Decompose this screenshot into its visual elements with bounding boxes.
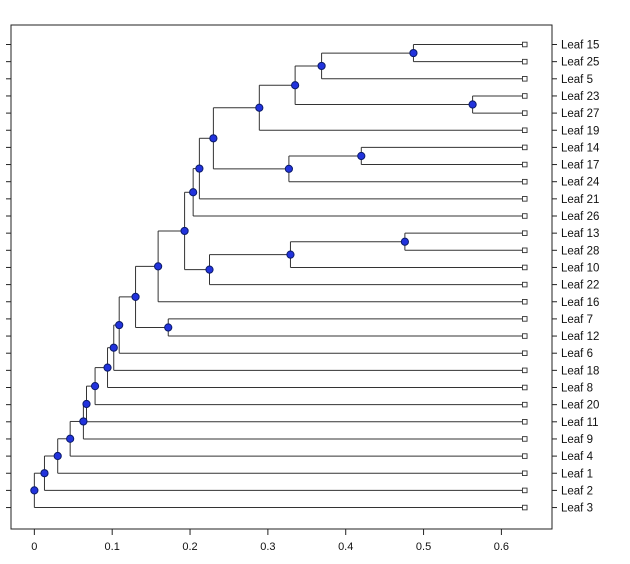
leaf-marker [522,384,528,391]
merge-node [317,61,326,71]
leaf-label: Leaf 21 [561,194,599,206]
left-axis-ticks [6,44,11,509]
leaf-marker [522,41,528,48]
leaf-marker [522,161,528,168]
leaf-marker [522,213,528,219]
leaf-label: Leaf 25 [561,57,599,69]
leaf-marker [522,93,528,99]
leaf-marker [522,436,528,442]
leaf-label: Leaf 16 [561,297,599,309]
merge-node [115,320,124,330]
leaf-marker [522,367,528,374]
x-tick-label: 0.1 [105,541,120,553]
leaf-label: Leaf 24 [561,177,600,189]
x-axis: 0 0.1 0.2 0.3 0.4 0.5 0.6 [31,529,509,553]
leaf-label: Leaf 19 [561,125,599,137]
leaf-marker [522,230,528,236]
leaf-marker [522,470,528,477]
merge-nodes [30,48,477,495]
merge-node [189,188,198,197]
x-tick-label: 0.4 [338,541,353,553]
leaf-label: Leaf 10 [561,262,599,274]
leaf-label: Leaf 26 [561,211,599,223]
merge-node [291,81,300,90]
leaf-label: Leaf 20 [561,400,599,412]
leaf-label: Leaf 22 [561,280,599,292]
leaf-marker [522,127,528,133]
merge-node [164,323,173,332]
merge-node [180,226,189,236]
merge-node [468,100,477,109]
leaf-label: Leaf 12 [561,331,599,343]
leaf-marker [522,281,528,288]
leaf-marker [522,487,528,494]
merge-node [79,417,88,426]
leaf-label: Leaf 7 [561,314,593,326]
leaf-marker [522,178,528,185]
leaf-label: Leaf 15 [561,40,599,52]
leaf-label: Leaf 27 [561,108,599,120]
leaf-label: Leaf 5 [561,74,593,86]
leaf-marker [522,350,528,356]
leaf-label: Leaf 23 [561,91,599,103]
leaf-label: Leaf 6 [561,348,593,360]
leaf-marker [522,401,528,408]
merge-node [400,237,409,246]
leaf-label: Leaf 1 [561,468,593,480]
leaf-label: Leaf 28 [561,245,599,257]
leaf-marker [522,299,528,305]
leaf-marker [522,333,528,339]
leaf-label: Leaf 4 [561,451,594,463]
merge-node [357,151,366,161]
branches [33,44,525,509]
leaf-marker [522,264,528,271]
leaf-marker [522,110,528,116]
merge-node [409,48,418,58]
merge-node [82,399,91,409]
x-tick-label: 0.5 [416,541,431,553]
merge-node [109,343,118,352]
leaf-marker [522,196,528,202]
merge-node [90,382,100,391]
leaf-markers [522,41,528,511]
x-tick-label: 0.6 [494,541,509,553]
merge-node [205,265,214,274]
leaf-label: Leaf 3 [561,503,593,515]
leaf-labels: Leaf 15 Leaf 25 Leaf 5 Leaf 23 Leaf 27 Leaf 1… [552,40,600,515]
leaf-marker [522,76,528,82]
merge-node [209,134,218,143]
merge-node [195,164,204,173]
merge-node [30,486,39,495]
merge-node [255,103,264,112]
leaf-marker [522,453,528,459]
merge-node [40,469,49,478]
leaf-marker [522,58,528,65]
merge-node [284,164,293,173]
leaf-label: Leaf 17 [561,160,599,172]
merge-node [131,292,140,302]
merge-node [53,451,62,461]
leaf-label: Leaf 14 [561,142,600,154]
leaf-label: Leaf 18 [561,365,599,377]
leaf-marker [522,419,528,425]
leaf-label: Leaf 8 [561,383,593,395]
leaf-marker [522,144,528,151]
leaf-label: Leaf 2 [561,485,593,497]
leaf-marker [522,316,528,322]
leaf-label: Leaf 13 [561,228,599,240]
leaf-marker [522,247,528,254]
leaf-marker [522,504,528,511]
x-tick-label: 0 [31,541,37,553]
leaf-label: Leaf 9 [561,434,593,446]
merge-node [154,262,163,271]
merge-node [103,363,112,372]
x-tick-label: 0.2 [182,541,197,553]
plot-frame [10,24,553,530]
merge-node [286,250,295,259]
merge-node [66,434,75,443]
leaf-label: Leaf 11 [561,417,599,429]
x-tick-label: 0.3 [260,541,275,553]
